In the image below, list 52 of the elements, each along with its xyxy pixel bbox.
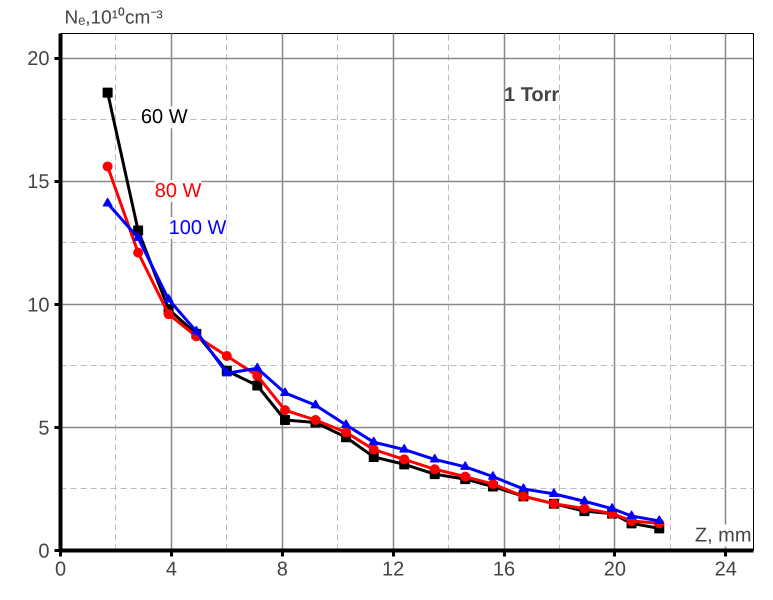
point — [607, 502, 618, 512]
point — [133, 248, 144, 258]
point — [280, 405, 290, 416]
point — [102, 198, 113, 206]
point — [222, 351, 232, 361]
x-tick-label: 20 — [604, 558, 626, 580]
x-tick-label: 16 — [492, 558, 516, 580]
point — [460, 472, 470, 482]
series-label: 80 W — [154, 180, 202, 202]
y-tick-label: 10 — [27, 294, 50, 316]
point — [252, 370, 262, 381]
point — [548, 488, 559, 497]
point — [368, 436, 379, 446]
point — [252, 380, 262, 391]
x-axis-title: Z, mm — [694, 524, 752, 546]
point — [626, 510, 637, 520]
x-tick-label: 24 — [714, 558, 737, 580]
y-tick-label: 5 — [38, 417, 50, 440]
point — [280, 387, 290, 396]
x-tick-label: 4 — [166, 558, 177, 580]
x-tick-label: 8 — [276, 558, 288, 580]
x-tick-label: 0 — [54, 558, 66, 580]
point — [102, 88, 113, 98]
y-tick-label: 0 — [38, 540, 50, 562]
point — [399, 444, 410, 453]
point — [164, 294, 174, 302]
y-tick-label: 15 — [27, 171, 50, 194]
point — [133, 232, 144, 241]
y-axis-title: Nₑ,10¹⁰cm⁻³ — [64, 6, 163, 28]
y-tick-label: 20 — [27, 48, 50, 70]
series-label: 60 W — [140, 106, 188, 128]
point — [341, 427, 352, 438]
point — [102, 161, 113, 172]
point — [488, 470, 498, 480]
point — [341, 419, 352, 428]
x-tick-label: 12 — [382, 558, 404, 580]
point — [430, 454, 440, 463]
point — [164, 309, 174, 320]
point — [654, 515, 664, 524]
annotation: 1 Torr — [504, 84, 560, 106]
point — [460, 461, 470, 470]
point — [430, 464, 440, 474]
point — [310, 400, 321, 408]
point — [252, 362, 262, 372]
series-label: 100 W — [168, 216, 227, 239]
point — [579, 504, 590, 514]
point — [518, 483, 528, 492]
point — [368, 444, 379, 455]
point — [280, 415, 290, 426]
point — [191, 326, 202, 334]
point — [399, 454, 410, 464]
point — [579, 496, 590, 504]
